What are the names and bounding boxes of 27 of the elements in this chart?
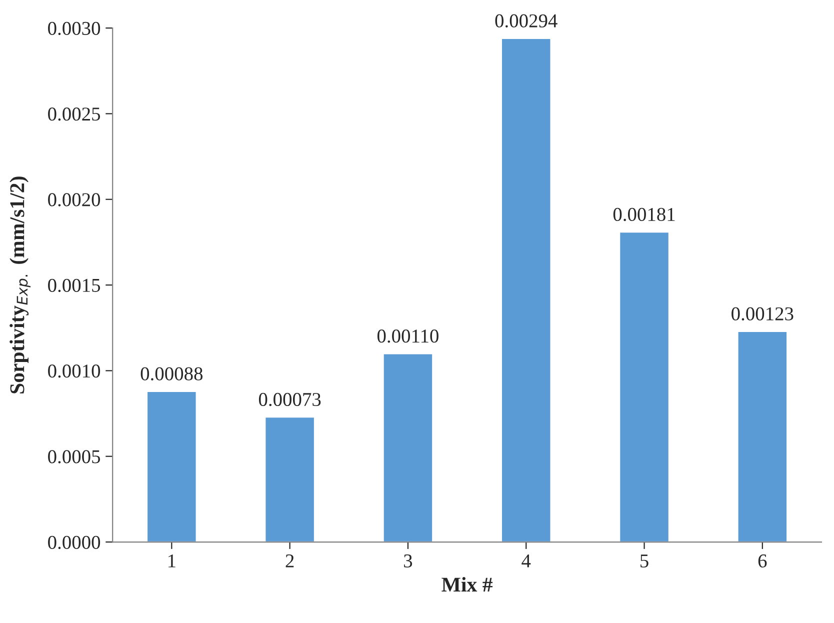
data-label: 0.00294 <box>495 14 558 28</box>
data-label: 0.00073 <box>258 392 321 406</box>
x-tick-label: 6 <box>758 554 767 568</box>
data-label: 0.00123 <box>732 307 794 320</box>
bar <box>736 330 788 542</box>
x-tick-label: 1 <box>168 554 176 568</box>
bar <box>618 231 670 542</box>
x-tick-label: 4 <box>522 554 531 568</box>
y-axis-title: Sorptivity$_{Exp.}$ (mm/s1/2) <box>10 176 31 394</box>
bar <box>146 390 198 542</box>
y-tick-label: 0.0000 <box>48 536 100 550</box>
bar <box>382 352 434 542</box>
data-label: 0.00088 <box>140 367 203 380</box>
bar <box>264 416 316 542</box>
y-tick-label: 0.0030 <box>48 22 100 36</box>
x-tick-label: 2 <box>286 554 294 568</box>
x-tick-label: 3 <box>404 554 412 568</box>
y-tick-label: 0.0020 <box>48 193 100 206</box>
data-label: 0.00110 <box>377 330 438 343</box>
x-axis-title: Mix # <box>442 577 493 592</box>
bar <box>500 38 552 542</box>
y-tick-label: 0.0010 <box>48 364 100 378</box>
y-tick-label: 0.0005 <box>48 450 100 464</box>
x-tick-label: 5 <box>640 554 648 568</box>
y-tick-label: 0.0025 <box>48 108 100 121</box>
y-tick-label: 0.0015 <box>48 278 100 292</box>
data-label: 0.00181 <box>613 208 675 222</box>
